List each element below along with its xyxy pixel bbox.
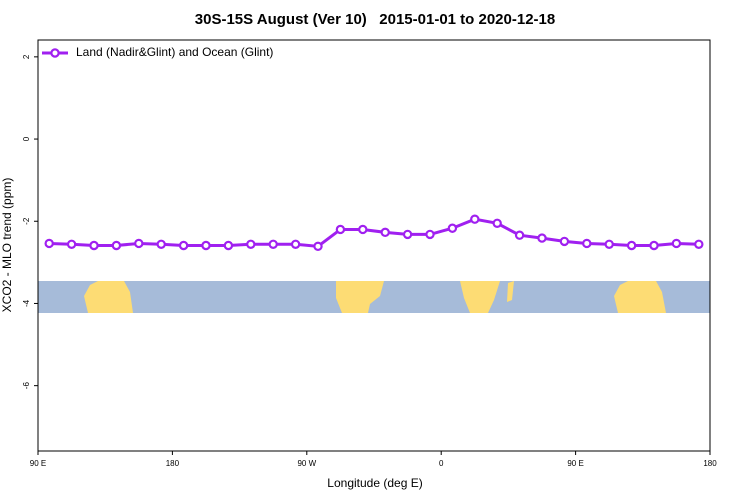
point <box>604 239 614 249</box>
y-tick-label: -4 <box>22 299 31 307</box>
y-axis-title: XCO2 - MLO trend (ppm) <box>0 178 14 313</box>
point <box>649 240 659 251</box>
x-tick-label: 90 E <box>30 459 46 468</box>
point <box>671 238 682 249</box>
y-tick-label: -6 <box>22 382 31 390</box>
point <box>514 230 525 240</box>
point <box>470 214 480 224</box>
point <box>111 240 122 251</box>
legend-label: Land (Nadir&Glint) and Ocean (Glint) <box>76 45 273 59</box>
map-strip <box>38 281 710 313</box>
chart-title: 30S-15S August (Ver 10) 2015-01-01 to 20… <box>195 11 555 28</box>
x-axis-title: Longitude (deg E) <box>327 476 422 490</box>
point <box>290 239 301 249</box>
point <box>268 239 278 249</box>
point <box>402 229 413 240</box>
point <box>335 224 346 235</box>
y-tick-label: 2 <box>22 54 31 59</box>
point <box>380 227 390 238</box>
point <box>492 218 502 229</box>
point <box>89 240 99 251</box>
x-tick-label: 180 <box>166 459 180 468</box>
point <box>537 233 547 243</box>
point <box>358 224 368 235</box>
point <box>694 239 704 249</box>
x-tick-label: 90 E <box>567 459 583 468</box>
plot-frame <box>37 39 711 452</box>
point <box>559 236 570 247</box>
x-tick-label: 0 <box>439 459 444 468</box>
series-line <box>49 217 699 248</box>
x-tick-label: 90 W <box>297 459 316 468</box>
y-tick-label: -2 <box>22 217 31 225</box>
point <box>246 239 256 249</box>
x-tick-label: 180 <box>703 459 717 468</box>
point <box>582 238 592 249</box>
point <box>134 238 144 249</box>
point <box>626 240 637 251</box>
point <box>223 240 234 251</box>
point <box>66 239 77 249</box>
point <box>447 223 458 233</box>
point <box>425 229 435 240</box>
legend-marker <box>50 48 60 58</box>
point <box>313 241 323 252</box>
y-tick-label: 0 <box>22 136 31 141</box>
point <box>44 238 54 249</box>
point <box>178 240 189 251</box>
point <box>156 239 166 249</box>
point <box>201 240 211 251</box>
